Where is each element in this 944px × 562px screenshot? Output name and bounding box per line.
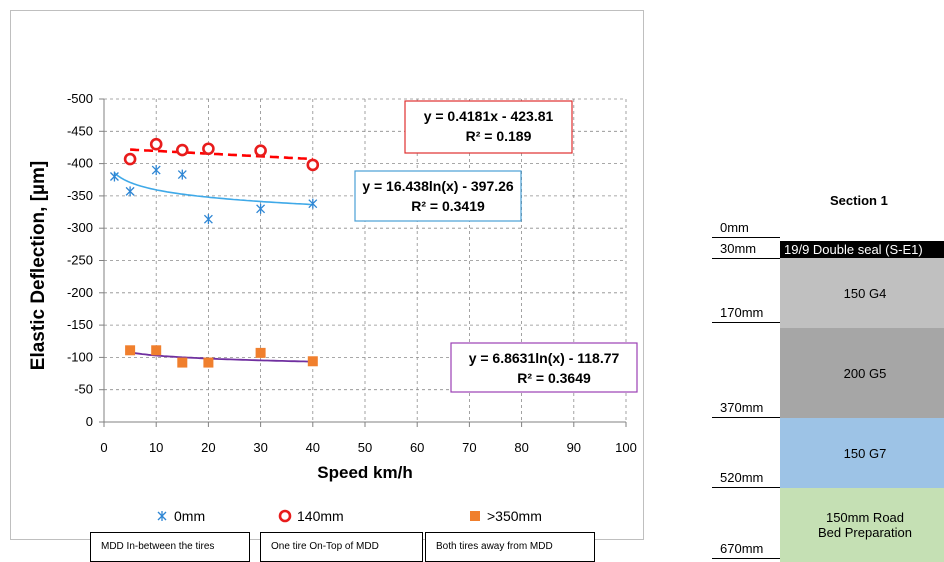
y-tick-label: -350 (67, 188, 93, 203)
depth-label-30: 30mm (720, 241, 757, 256)
trendline-0mm (113, 172, 313, 206)
data-point-140mm (254, 144, 267, 157)
data-point-350mm (151, 345, 162, 356)
y-tick-label: -450 (67, 123, 93, 138)
layer-double-seal: 19/9 Double seal (S-E1) (780, 241, 944, 258)
layer-label: 150mm Road (825, 510, 905, 525)
data-point-350mm (255, 347, 266, 358)
y-tick-label: 0 (86, 414, 93, 429)
layer-road-bed: 150mm Road Bed Preparation (780, 488, 944, 562)
data-point-350mm (177, 357, 188, 368)
y-tick-label: -300 (67, 220, 93, 235)
legend-label: 0mm (174, 508, 205, 524)
x-tick-label: 40 (306, 440, 320, 455)
data-point-350mm (307, 356, 318, 367)
data-point-0mm (177, 169, 187, 180)
legend-label: 140mm (297, 508, 344, 524)
depth-divider (712, 237, 780, 238)
data-point-0mm (125, 186, 135, 197)
x-axis-title: Speed km/h (317, 463, 412, 482)
x-tick-label: 100 (615, 440, 637, 455)
x-tick-label: 90 (567, 440, 581, 455)
y-tick-label: -200 (67, 285, 93, 300)
layer-g4: 150 G4 (780, 258, 944, 328)
depth-divider (712, 487, 780, 488)
legend-marker (157, 511, 167, 521)
caption-140mm: One tire On-Top of MDD (260, 532, 423, 562)
trend-r-squared: R² = 0.189 (466, 128, 532, 144)
depth-divider (712, 558, 780, 559)
legend: 0mm 140mm >350mm (157, 508, 542, 524)
equation-box (450, 342, 638, 393)
data-points (109, 137, 320, 368)
depth-label-0: 0mm (720, 220, 749, 235)
depth-divider (712, 322, 780, 323)
x-tick-label: 20 (201, 440, 215, 455)
axes: 0 10 20 30 40 50 60 70 80 90 100 0 -50 -100 -150 -200 -2… (28, 91, 637, 482)
y-axis-title: Elastic Deflection, [µm] (28, 161, 49, 370)
trendlines (113, 148, 313, 363)
trend-r-squared: R² = 0.3419 (411, 198, 485, 214)
trendline-350mm (129, 351, 313, 363)
layer-g5: 200 G5 (780, 328, 944, 418)
x-tick-label: 70 (462, 440, 476, 455)
data-point-350mm (203, 357, 214, 368)
data-point-0mm (256, 203, 266, 214)
data-point-0mm (308, 198, 318, 209)
data-point-350mm (125, 345, 136, 356)
caption-0mm: MDD In-between the tires (90, 532, 250, 562)
depth-label-670: 670mm (720, 541, 764, 556)
data-point-140mm (306, 158, 320, 172)
trend-equation: y = 16.438ln(x) - 397.26 (362, 178, 514, 194)
layer-label: 150 G7 (843, 445, 887, 461)
equation-box (354, 170, 522, 222)
data-point-0mm (203, 214, 213, 225)
layer-label: 150 G4 (843, 285, 887, 301)
y-tick-label: -100 (67, 349, 93, 364)
legend-marker (278, 509, 292, 523)
depth-divider (712, 417, 780, 418)
layer-g7: 150 G7 (780, 418, 944, 488)
data-point-140mm (149, 137, 163, 151)
depth-divider (712, 258, 780, 259)
data-point-140mm (202, 142, 215, 156)
depth-label-170: 170mm (720, 305, 764, 320)
y-tick-label: -250 (67, 253, 93, 268)
data-point-140mm (176, 143, 189, 157)
x-tick-label: 30 (253, 440, 267, 455)
chart-frame (10, 10, 644, 540)
trendline-140mm (130, 148, 313, 161)
equation-box (404, 100, 573, 154)
depth-label-520: 520mm (720, 470, 764, 485)
y-tick-label: -150 (67, 317, 93, 332)
data-point-0mm (109, 171, 119, 182)
x-tick-label: 80 (514, 440, 528, 455)
y-tick-label: -50 (74, 382, 93, 397)
caption-350mm: Both tires away from MDD (425, 532, 595, 562)
section-title: Section 1 (830, 193, 888, 208)
data-point-0mm (151, 165, 161, 176)
y-tick-label: -400 (67, 156, 93, 171)
legend-label: >350mm (487, 508, 542, 524)
y-tick-label: -500 (67, 91, 93, 106)
x-tick-label: 10 (149, 440, 163, 455)
layer-label: 19/9 Double seal (S-E1) (784, 242, 923, 257)
trend-equation: y = 6.8631ln(x) - 118.77 (469, 350, 620, 366)
data-point-140mm (123, 152, 137, 166)
trend-r-squared: R² = 0.3649 (517, 370, 591, 386)
trend-equation: y = 0.4181x - 423.81 (424, 108, 554, 124)
layer-label: 200 G5 (843, 365, 887, 381)
x-tick-label: 50 (358, 440, 372, 455)
equation-labels: y = 0.4181x - 423.81 R² = 0.189 y = 16.438… (354, 100, 638, 393)
legend-marker (470, 511, 480, 521)
depth-label-370: 370mm (720, 400, 764, 415)
x-tick-label: 0 (100, 440, 107, 455)
x-tick-label: 60 (410, 440, 424, 455)
layer-label-line2: Bed Preparation (818, 525, 912, 540)
